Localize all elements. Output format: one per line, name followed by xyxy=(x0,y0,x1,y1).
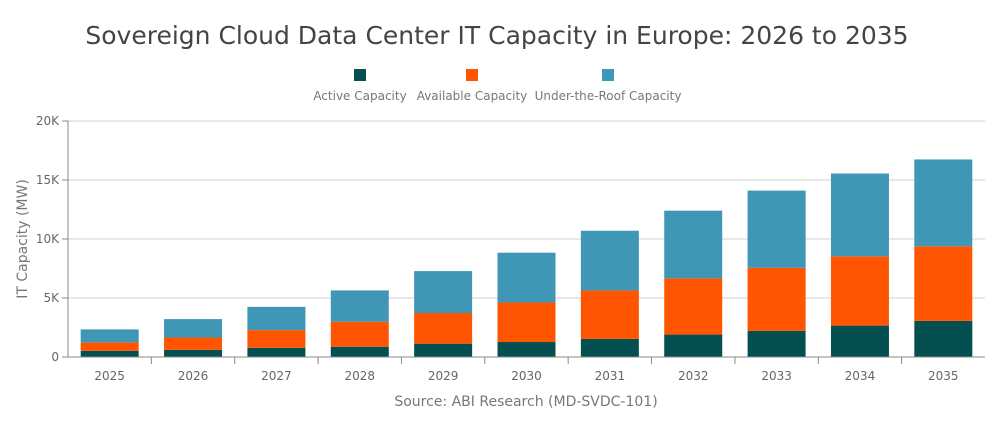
bar-segment xyxy=(330,346,389,357)
bar-segment xyxy=(664,210,723,279)
bar-segment xyxy=(747,267,806,331)
y-tick-label: 0 xyxy=(51,350,59,364)
bar-segment xyxy=(830,173,889,257)
bar-segment xyxy=(80,329,139,343)
bar-segment xyxy=(747,330,806,357)
bar-segment xyxy=(164,337,223,350)
legend-label: Active Capacity xyxy=(313,89,406,103)
axes: 0 5K 10K 15K 20K 2025 2026 2027 2028 2029 2030 2031… xyxy=(36,114,985,383)
bar-segment xyxy=(164,319,223,338)
bar-segment xyxy=(497,302,556,343)
bar-segment xyxy=(414,343,473,357)
bar-segment xyxy=(747,190,806,268)
y-tick-label: 15K xyxy=(36,173,60,187)
bar-segment xyxy=(664,334,723,357)
bar-segment xyxy=(164,349,223,357)
legend-label: Available Capacity xyxy=(417,89,528,103)
y-tick-label: 10K xyxy=(36,232,60,246)
bar-segment xyxy=(497,342,556,357)
bar-segment xyxy=(580,338,639,357)
bar-segment xyxy=(414,271,473,313)
chart-title: Sovereign Cloud Data Center IT Capacity … xyxy=(85,21,908,50)
bar-segment xyxy=(497,252,556,303)
x-tick-label: 2030 xyxy=(511,369,542,383)
x-tick-label: 2035 xyxy=(928,369,959,383)
bar-segment xyxy=(914,320,973,357)
x-tick-label: 2025 xyxy=(94,369,125,383)
bar-segment xyxy=(414,312,473,344)
legend-label: Under-the-Roof Capacity xyxy=(535,89,682,103)
x-axis-label: Source: ABI Research (MD-SVDC-101) xyxy=(394,394,657,410)
x-tick-label: 2033 xyxy=(761,369,792,383)
x-tick-label: 2032 xyxy=(678,369,709,383)
bar-segment xyxy=(914,246,973,321)
legend: Active Capacity Available Capacity Under-t… xyxy=(313,69,681,103)
bar-segment xyxy=(580,290,639,339)
x-tick-label: 2031 xyxy=(595,369,626,383)
bar-segment xyxy=(247,306,306,331)
x-tick-label: 2026 xyxy=(178,369,209,383)
y-tick-label: 20K xyxy=(36,114,60,128)
bar-segment xyxy=(580,230,639,291)
bar-segment xyxy=(80,342,139,351)
legend-swatch xyxy=(354,69,366,81)
bar-segment xyxy=(664,278,723,335)
bar-segment xyxy=(247,330,306,348)
bar-segment xyxy=(914,159,973,247)
bars xyxy=(80,159,973,357)
x-tick-label: 2029 xyxy=(428,369,459,383)
x-tick-label: 2034 xyxy=(845,369,876,383)
bar-segment xyxy=(330,290,389,322)
bar-segment xyxy=(330,321,389,347)
y-tick-label: 5K xyxy=(43,291,60,305)
legend-swatch xyxy=(602,69,614,81)
y-axis-label: IT Capacity (MW) xyxy=(15,179,31,299)
legend-swatch xyxy=(466,69,478,81)
bar-segment xyxy=(830,325,889,357)
bar-segment xyxy=(247,347,306,357)
bar-segment xyxy=(80,350,139,357)
x-tick-label: 2027 xyxy=(261,369,292,383)
x-tick-label: 2028 xyxy=(344,369,375,383)
bar-segment xyxy=(830,256,889,326)
